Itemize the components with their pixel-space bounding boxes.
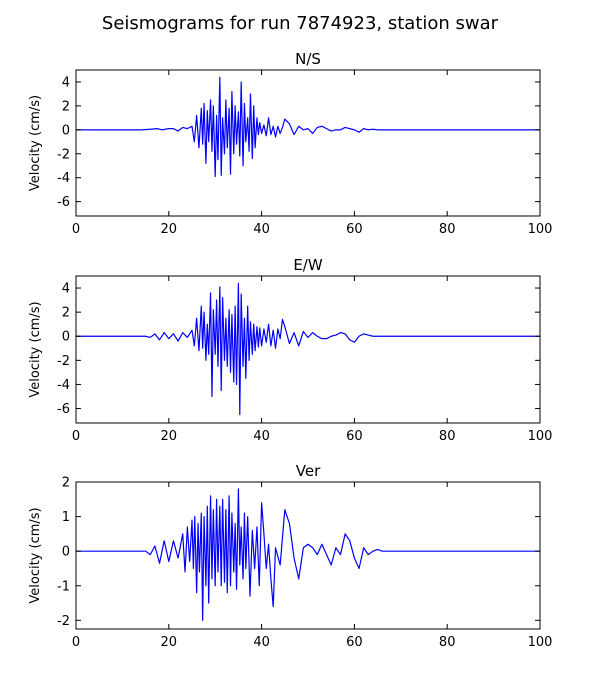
- panel-ns: 0 20 40 60 80 100 -6 -4 -2 0 2 4 N/S Velocity (cm/s): [28, 50, 552, 237]
- panel-ver: 0 20 40 60 80 100 -2 -1 0 1 2 Ver Velocity (cm/s): [28, 462, 552, 650]
- y-axis-label-ew: Velocity (cm/s): [28, 301, 43, 397]
- y-tick-label: -6: [57, 402, 70, 417]
- y-tick-label: 2: [62, 99, 70, 114]
- x-tick-label: 60: [346, 429, 363, 444]
- axes-frame-ver: [75, 481, 541, 630]
- x-tick-label: 80: [439, 635, 456, 650]
- figure-suptitle: Seismograms for run 7874923, station swa…: [102, 13, 499, 34]
- panel-title-ver: Ver: [296, 462, 321, 480]
- x-tick-label: 60: [346, 635, 363, 650]
- y-tick-label: -2: [57, 354, 70, 369]
- series-line-ew: [76, 282, 540, 416]
- plot-area-ew: [76, 276, 540, 423]
- axes-frame-ew: [75, 275, 541, 424]
- series-line-ns: [76, 76, 540, 178]
- y-axis-label-ver: Velocity (cm/s): [28, 507, 43, 603]
- y-tick-label: 2: [62, 476, 70, 491]
- x-tick-label: 20: [161, 429, 178, 444]
- y-tick-label: 0: [62, 545, 70, 560]
- y-tick-label: 4: [62, 75, 70, 90]
- y-tick-label: 4: [62, 282, 70, 297]
- panel-title-ns: N/S: [295, 50, 321, 68]
- x-tick-label: 100: [528, 635, 553, 650]
- plot-area-ver: [76, 482, 540, 629]
- x-tick-label: 40: [253, 222, 270, 237]
- x-tick-label: 20: [161, 222, 178, 237]
- x-tick-label: 80: [439, 222, 456, 237]
- x-tick-label: 100: [528, 222, 553, 237]
- y-tick-label: -2: [57, 147, 70, 162]
- x-tick-label: 60: [346, 222, 363, 237]
- plot-area-ns: [76, 70, 540, 216]
- x-tick-label: 100: [528, 429, 553, 444]
- y-tick-label: -4: [57, 378, 70, 393]
- x-tick-label: 20: [161, 635, 178, 650]
- x-tick-label: 0: [72, 429, 80, 444]
- panel-title-ew: E/W: [293, 256, 323, 274]
- x-tick-label: 0: [72, 635, 80, 650]
- y-tick-label: 2: [62, 306, 70, 321]
- series-line-ver: [76, 488, 540, 621]
- y-tick-label: 1: [62, 510, 70, 525]
- y-tick-label: 0: [62, 330, 70, 345]
- y-tick-label: -1: [57, 579, 70, 594]
- y-tick-label: -6: [57, 195, 70, 210]
- y-tick-label: 0: [62, 123, 70, 138]
- x-tick-label: 80: [439, 429, 456, 444]
- x-tick-label: 40: [253, 429, 270, 444]
- panel-ew: 0 20 40 60 80 100 -6 -4 -2 0 2 4 E/W Velocity (cm/s): [28, 256, 552, 444]
- y-axis-label-ns: Velocity (cm/s): [28, 95, 43, 191]
- y-tick-label: -2: [57, 614, 70, 629]
- axes-frame-ns: [75, 69, 541, 217]
- y-tick-label: -4: [57, 171, 70, 186]
- x-tick-label: 0: [72, 222, 80, 237]
- x-tick-label: 40: [253, 635, 270, 650]
